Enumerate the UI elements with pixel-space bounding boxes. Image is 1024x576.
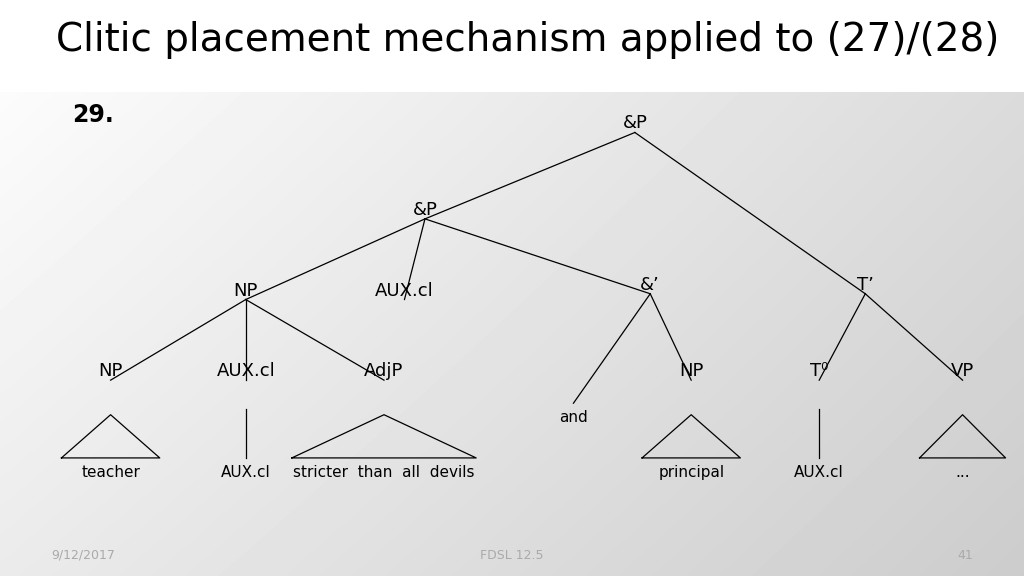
Text: AUX.cl: AUX.cl — [795, 465, 844, 480]
Text: &P: &P — [623, 115, 647, 132]
Text: ...: ... — [955, 465, 970, 480]
Text: NP: NP — [98, 362, 123, 380]
Text: &’: &’ — [640, 276, 660, 294]
Text: NP: NP — [679, 362, 703, 380]
Text: T⁰: T⁰ — [810, 362, 828, 380]
Text: principal: principal — [658, 465, 724, 480]
Text: &P: &P — [413, 201, 437, 219]
Text: stricter  than  all  devils: stricter than all devils — [293, 465, 475, 480]
Text: 41: 41 — [957, 548, 973, 562]
Text: teacher: teacher — [81, 465, 140, 480]
Text: AdjP: AdjP — [365, 362, 403, 380]
Text: 29.: 29. — [72, 103, 114, 127]
Text: NP: NP — [233, 282, 258, 300]
Text: VP: VP — [951, 362, 974, 380]
Text: FDSL 12.5: FDSL 12.5 — [480, 548, 544, 562]
Text: and: and — [559, 410, 588, 425]
Text: T’: T’ — [857, 276, 873, 294]
Text: AUX.cl: AUX.cl — [216, 362, 275, 380]
Bar — [0, 0, 1024, 92]
Text: Clitic placement mechanism applied to (27)/(28): Clitic placement mechanism applied to (2… — [56, 21, 999, 59]
Text: AUX.cl: AUX.cl — [221, 465, 270, 480]
Text: 9/12/2017: 9/12/2017 — [51, 548, 115, 562]
Text: AUX.cl: AUX.cl — [375, 282, 434, 300]
